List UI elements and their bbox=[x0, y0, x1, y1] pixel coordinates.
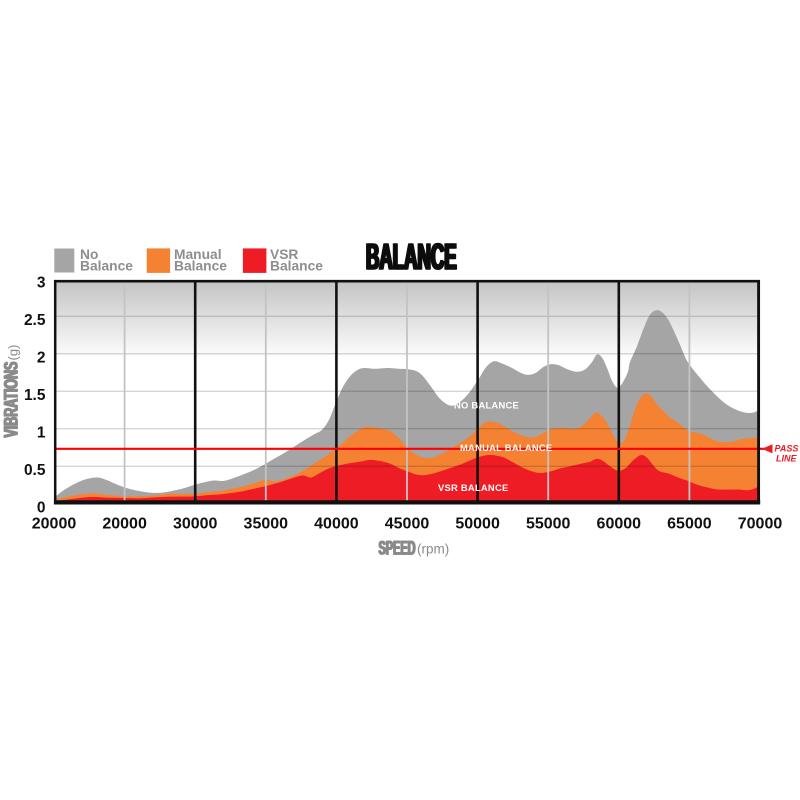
svg-text:VSR BALANCE: VSR BALANCE bbox=[438, 482, 508, 493]
svg-text:VIBRATIONS: VIBRATIONS bbox=[1, 362, 22, 438]
svg-text:SPEED: SPEED bbox=[379, 538, 416, 559]
svg-text:VIBRATIONS: VIBRATIONS bbox=[1, 361, 22, 437]
svg-text:65000: 65000 bbox=[667, 516, 712, 533]
svg-text:(rpm): (rpm) bbox=[417, 542, 449, 557]
svg-text:LINE: LINE bbox=[776, 454, 797, 464]
svg-text:BALANCE: BALANCE bbox=[365, 237, 456, 277]
svg-text:BALANCE: BALANCE bbox=[366, 237, 457, 277]
svg-text:Manual: Manual bbox=[174, 247, 222, 262]
svg-text:Balance: Balance bbox=[80, 259, 133, 274]
svg-text:1: 1 bbox=[37, 424, 46, 441]
svg-text:35000: 35000 bbox=[244, 516, 289, 533]
svg-text:BALANCE: BALANCE bbox=[367, 237, 458, 277]
svg-text:MANUAL BALANCE: MANUAL BALANCE bbox=[460, 442, 552, 453]
svg-text:2.5: 2.5 bbox=[24, 312, 46, 329]
svg-text:70000: 70000 bbox=[738, 516, 783, 533]
svg-text:30000: 30000 bbox=[173, 516, 218, 533]
svg-text:(g): (g) bbox=[6, 345, 21, 361]
svg-text:2: 2 bbox=[37, 349, 46, 366]
svg-text:40000: 40000 bbox=[314, 516, 359, 533]
svg-text:Balance: Balance bbox=[270, 259, 323, 274]
svg-text:45000: 45000 bbox=[385, 516, 430, 533]
svg-text:SPEED: SPEED bbox=[378, 538, 415, 559]
svg-text:3: 3 bbox=[37, 274, 46, 291]
svg-text:Balance: Balance bbox=[174, 259, 227, 274]
svg-text:0: 0 bbox=[37, 500, 46, 517]
svg-text:50000: 50000 bbox=[455, 516, 500, 533]
svg-text:No: No bbox=[80, 247, 98, 262]
svg-text:60000: 60000 bbox=[597, 516, 642, 533]
svg-text:20000: 20000 bbox=[32, 516, 77, 533]
svg-text:0.5: 0.5 bbox=[24, 462, 46, 479]
svg-text:55000: 55000 bbox=[526, 516, 571, 533]
svg-text:20000: 20000 bbox=[102, 516, 147, 533]
svg-text:NO BALANCE: NO BALANCE bbox=[454, 399, 519, 410]
svg-text:1.5: 1.5 bbox=[24, 387, 46, 404]
svg-text:VSR: VSR bbox=[270, 247, 298, 262]
svg-text:PASS: PASS bbox=[775, 444, 799, 454]
